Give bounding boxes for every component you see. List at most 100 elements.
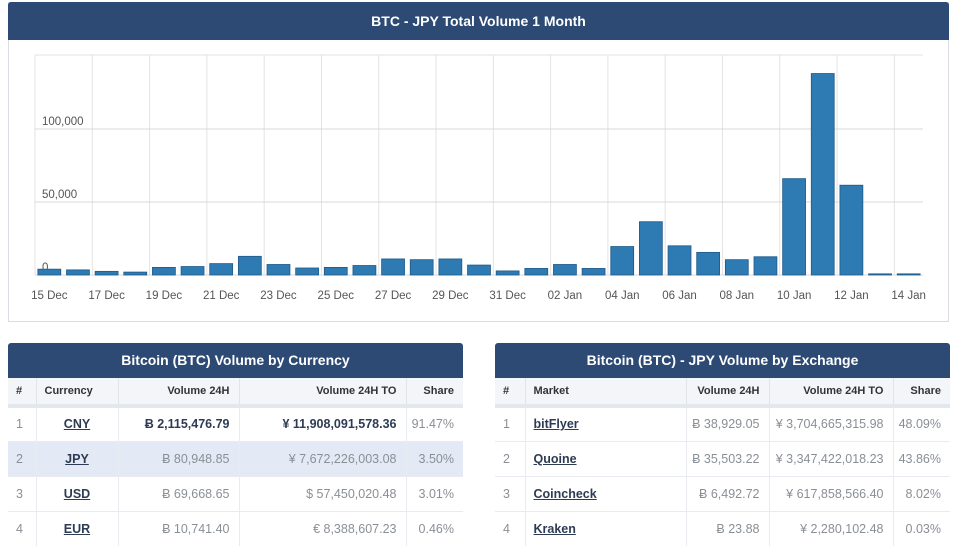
x-tick-label: 21 Dec	[203, 290, 240, 302]
bar	[495, 270, 520, 276]
share-cell: 48.09%	[893, 405, 950, 441]
bar	[667, 245, 692, 276]
rank-cell: 1	[495, 405, 526, 441]
bar	[868, 273, 892, 276]
bar	[266, 264, 291, 276]
x-tick-label: 15 Dec	[31, 290, 68, 302]
rank-cell: 3	[8, 475, 37, 511]
y-tick-label: 0	[42, 262, 48, 274]
bar	[352, 265, 377, 276]
currency-cell: JPY	[36, 440, 119, 476]
share-cell: 0.03%	[893, 510, 950, 546]
volume-cell: Ƀ 69,668.65	[118, 475, 240, 511]
bar	[209, 263, 234, 276]
share-cell: 3.01%	[406, 475, 463, 511]
col-share-header[interactable]: Share	[893, 378, 950, 408]
volume-to-cell: ¥ 617,858,566.40	[769, 475, 894, 511]
bar	[553, 264, 577, 276]
col-volume-to-header[interactable]: Volume 24H TO	[769, 378, 894, 408]
col-share-header[interactable]: Share	[406, 378, 463, 408]
volume-cell: Ƀ 80,948.85	[118, 440, 240, 476]
col-volume-header[interactable]: Volume 24H	[686, 378, 770, 408]
currency-link[interactable]: EUR	[63, 521, 91, 536]
x-tick-label: 27 Dec	[375, 290, 412, 302]
table-row: 3 Coincheck Ƀ 6,492.72 ¥ 617,858,566.40 …	[495, 475, 950, 511]
rank-cell: 2	[8, 440, 37, 476]
volume-to-cell: ¥ 11,908,091,578.36	[239, 405, 407, 441]
volume-cell: Ƀ 38,929.05	[686, 405, 770, 441]
table-row: 3 USD Ƀ 69,668.65 $ 57,450,020.48 3.01%	[8, 475, 463, 511]
currency-cell: CNY	[36, 405, 119, 441]
share-cell: 0.46%	[406, 510, 463, 546]
market-cell: Kraken	[525, 510, 687, 546]
currency-table: # Currency Volume 24H Volume 24H TO Shar…	[8, 378, 463, 546]
currency-link[interactable]: JPY	[65, 451, 89, 466]
table-header-row: # Currency Volume 24H Volume 24H TO Shar…	[8, 378, 463, 408]
volume-to-cell: ¥ 3,347,422,018.23	[769, 440, 894, 476]
currency-link[interactable]: USD	[63, 486, 91, 501]
table-header-row: # Market Volume 24H Volume 24H TO Share	[495, 378, 950, 408]
exchange-table-title: Bitcoin (BTC) - JPY Volume by Exchange	[495, 343, 950, 378]
bar	[896, 273, 921, 276]
share-cell: 3.50%	[406, 440, 463, 476]
x-tick-label: 19 Dec	[146, 290, 183, 302]
market-cell: bitFlyer	[525, 405, 687, 441]
volume-cell: Ƀ 10,741.40	[118, 510, 240, 546]
bar	[639, 221, 663, 276]
currency-table-title: Bitcoin (BTC) Volume by Currency	[8, 343, 463, 378]
col-market-header[interactable]: Market	[525, 378, 687, 408]
bar	[524, 268, 549, 276]
volume-to-cell: ¥ 2,280,102.48	[769, 510, 894, 546]
bar	[724, 259, 749, 276]
bar	[237, 255, 262, 276]
market-link[interactable]: Coincheck	[533, 486, 597, 501]
bar	[295, 267, 319, 276]
exchange-table: # Market Volume 24H Volume 24H TO Share …	[495, 378, 950, 546]
bar	[438, 258, 463, 276]
currency-link[interactable]: CNY	[63, 417, 91, 432]
currency-cell: EUR	[36, 510, 119, 546]
table-row: 4 Kraken Ƀ 23.88 ¥ 2,280,102.48 0.03%	[495, 510, 950, 546]
bar	[180, 266, 205, 276]
chart-title: BTC - JPY Total Volume 1 Month	[8, 2, 949, 40]
volume-bar-chart: 0 50,000 100,000 15 Dec 17 Dec 19 Dec 21 Dec 23…	[31, 54, 926, 302]
bar	[152, 267, 176, 276]
market-link[interactable]: Quoine	[533, 451, 577, 466]
x-tick-label: 06 Jan	[662, 290, 697, 302]
volume-chart-panel: BTC - JPY Total Volume 1 Month 0 50,000 10…	[8, 2, 949, 322]
table-row: 1 bitFlyer Ƀ 38,929.05 ¥ 3,704,665,315.9…	[495, 405, 950, 441]
col-rank-header[interactable]: #	[8, 378, 37, 408]
x-tick-label: 04 Jan	[605, 290, 640, 302]
col-volume-to-header[interactable]: Volume 24H TO	[239, 378, 407, 408]
col-currency-header[interactable]: Currency	[36, 378, 119, 408]
volume-to-cell: € 8,388,607.23	[239, 510, 407, 546]
table-row: 2 Quoine Ƀ 35,503.22 ¥ 3,347,422,018.23 …	[495, 440, 950, 476]
table-row: 4 EUR Ƀ 10,741.40 € 8,388,607.23 0.46%	[8, 510, 463, 546]
share-cell: 43.86%	[893, 440, 950, 476]
bar	[467, 264, 491, 276]
x-tick-label: 23 Dec	[260, 290, 297, 302]
col-volume-header[interactable]: Volume 24H	[118, 378, 240, 408]
bar	[381, 258, 405, 276]
volume-to-cell: ¥ 7,672,226,003.08	[239, 440, 407, 476]
y-tick-label: 100,000	[42, 116, 84, 128]
x-tick-label: 10 Jan	[777, 290, 812, 302]
rank-cell: 1	[8, 405, 37, 441]
bar	[66, 269, 90, 276]
rank-cell: 3	[495, 475, 526, 511]
currency-volume-panel: Bitcoin (BTC) Volume by Currency # Curre…	[8, 343, 463, 546]
rank-cell: 4	[495, 510, 526, 546]
volume-to-cell: $ 57,450,020.48	[239, 475, 407, 511]
bar	[610, 246, 635, 276]
bar	[37, 268, 62, 276]
col-rank-header[interactable]: #	[495, 378, 526, 408]
table-row: 1 CNY Ƀ 2,115,476.79 ¥ 11,908,091,578.36…	[8, 405, 463, 441]
x-tick-label: 08 Jan	[720, 290, 755, 302]
market-link[interactable]: bitFlyer	[533, 417, 579, 432]
table-row-highlighted: 2 JPY Ƀ 80,948.85 ¥ 7,672,226,003.08 3.5…	[8, 440, 463, 476]
market-link[interactable]: Kraken	[533, 521, 576, 536]
x-tick-label: 17 Dec	[88, 290, 125, 302]
bar	[753, 256, 778, 276]
x-tick-label: 02 Jan	[548, 290, 583, 302]
market-cell: Quoine	[525, 440, 687, 476]
